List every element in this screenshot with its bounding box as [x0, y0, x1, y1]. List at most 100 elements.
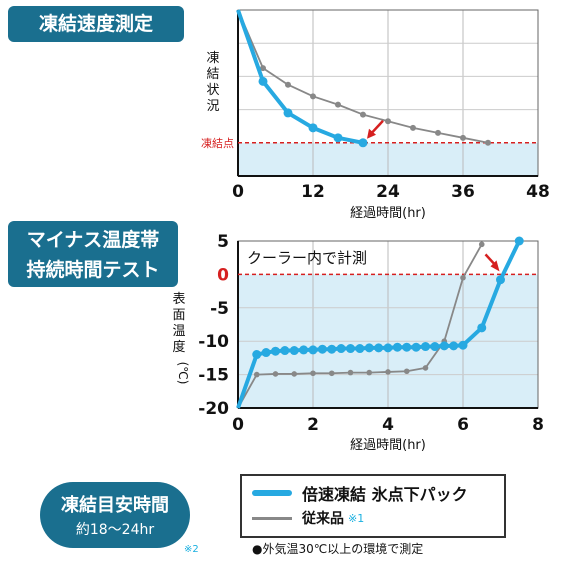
- data-point-fast: [327, 344, 337, 354]
- x-axis-label: 経過時間(hr): [350, 206, 426, 221]
- y-axis-label: 表: [172, 292, 185, 307]
- chart1-title-badge: 凍結速度測定: [8, 6, 184, 42]
- data-point-conventional: [310, 93, 316, 100]
- data-point-conventional: [335, 101, 341, 108]
- data-point-fast: [358, 138, 368, 148]
- legend-swatch-conventional: [252, 516, 292, 520]
- freeze-arrowhead: [367, 128, 376, 139]
- data-point-fast: [280, 346, 290, 356]
- x-tick-label: 24: [376, 182, 400, 202]
- data-point-conventional: [403, 368, 410, 375]
- x-tick-label: 2: [307, 415, 319, 435]
- y-axis-label: 結: [206, 67, 219, 82]
- data-point-conventional: [422, 365, 429, 371]
- y-axis-label: 状: [206, 83, 219, 98]
- freeze-time-pill: 凍結目安時間 約18〜24hr: [40, 482, 190, 548]
- legend-swatch-fast: [252, 490, 292, 496]
- data-point-fast: [333, 133, 343, 143]
- data-point-fast: [283, 108, 293, 118]
- pill-title: 凍結目安時間: [61, 495, 169, 516]
- legend-note: ※1: [348, 511, 365, 525]
- data-point-conventional: [460, 134, 466, 141]
- data-point-fast: [374, 343, 384, 353]
- data-point-conventional: [410, 124, 416, 131]
- x-axis-label: 経過時間(hr): [350, 438, 426, 453]
- y-axis-label: 凍: [206, 50, 219, 66]
- data-point-fast: [355, 344, 365, 354]
- data-point-fast: [411, 342, 421, 352]
- chart1-title: 凍結速度測定: [38, 13, 153, 35]
- environment-note: ●外気温30℃以上の環境で測定: [252, 542, 424, 556]
- legend-label-fast: 倍速凍結 氷点下パック: [302, 485, 468, 504]
- x-tick-label: 6: [457, 415, 469, 435]
- legend-item-conventional: 従来品 ※1: [252, 507, 364, 529]
- chart2-title-line2: 持続時間テスト: [26, 259, 160, 281]
- data-point-fast: [308, 123, 318, 133]
- data-point-fast: [477, 323, 487, 333]
- y-tick-label: -10: [198, 332, 229, 352]
- x-tick-label: 0: [232, 415, 244, 435]
- y-tick-label: -20: [198, 399, 229, 419]
- x-tick-label: 48: [526, 182, 550, 202]
- data-point-conventional: [310, 370, 316, 377]
- data-point-conventional: [260, 65, 266, 72]
- data-point-fast: [449, 341, 459, 351]
- annotation: クーラー内で計測: [247, 249, 367, 267]
- data-point-fast: [289, 346, 299, 356]
- data-point-fast: [514, 236, 524, 246]
- data-point-fast: [258, 76, 268, 86]
- zero-arrowhead: [490, 260, 500, 272]
- chart2-title-line1: マイナス温度帯: [26, 229, 160, 251]
- freeze-point-label: 凍結点: [201, 136, 234, 150]
- data-point-conventional: [360, 111, 366, 118]
- legend: 倍速凍結 氷点下パック 従来品 ※1: [240, 474, 506, 538]
- data-point-conventional: [285, 81, 291, 88]
- y-axis-label: 度: [172, 339, 185, 355]
- x-tick-label: 36: [451, 182, 475, 202]
- data-point-fast: [299, 345, 309, 355]
- data-point-fast: [402, 342, 412, 352]
- pill-subtitle: 約18〜24hr: [75, 522, 155, 538]
- x-tick-label: 8: [532, 415, 544, 435]
- data-point-fast: [252, 350, 262, 360]
- data-point-fast: [317, 344, 327, 354]
- data-point-fast: [336, 344, 346, 354]
- data-point-fast: [421, 342, 430, 352]
- data-point-fast: [439, 341, 449, 351]
- data-point-fast: [458, 340, 468, 350]
- data-point-conventional: [272, 371, 279, 377]
- x-tick-label: 0: [232, 182, 244, 202]
- chart2: 50-5-10-15-200 2 4 6 8経過時間(hr)表面温度(℃)クーラー内で計…: [172, 232, 543, 453]
- y-axis-label: 温: [172, 324, 185, 339]
- data-point-fast: [430, 342, 440, 352]
- data-point-fast: [261, 348, 271, 358]
- data-point-conventional: [253, 371, 260, 378]
- data-point-conventional: [485, 139, 491, 146]
- y-tick-label: -5: [210, 299, 229, 319]
- data-point-fast: [308, 345, 318, 355]
- y-axis-label: 面: [172, 308, 185, 323]
- y-axis-unit: (℃): [176, 362, 190, 385]
- x-tick-label: 12: [301, 182, 325, 202]
- data-point-conventional: [366, 369, 373, 376]
- data-point-conventional: [347, 369, 354, 376]
- x-tick-label: 4: [382, 415, 394, 435]
- data-point-conventional: [460, 274, 466, 281]
- legend-label-conventional: 従来品: [302, 511, 344, 527]
- data-point-fast: [346, 344, 355, 354]
- y-axis-label: 況: [206, 99, 219, 114]
- data-point-fast: [364, 343, 374, 353]
- data-point-conventional: [291, 371, 298, 377]
- data-point-fast: [383, 343, 393, 353]
- y-tick-label: 0: [217, 265, 229, 285]
- data-point-fast: [392, 342, 402, 352]
- data-point-conventional: [478, 241, 485, 248]
- data-point-fast: [271, 346, 280, 356]
- data-point-conventional: [385, 118, 391, 125]
- data-point-conventional: [385, 369, 391, 375]
- data-point-fast: [496, 275, 505, 285]
- pill-note: ※2: [184, 544, 199, 555]
- chart2-title-badge: マイナス温度帯 持続時間テスト: [8, 221, 178, 287]
